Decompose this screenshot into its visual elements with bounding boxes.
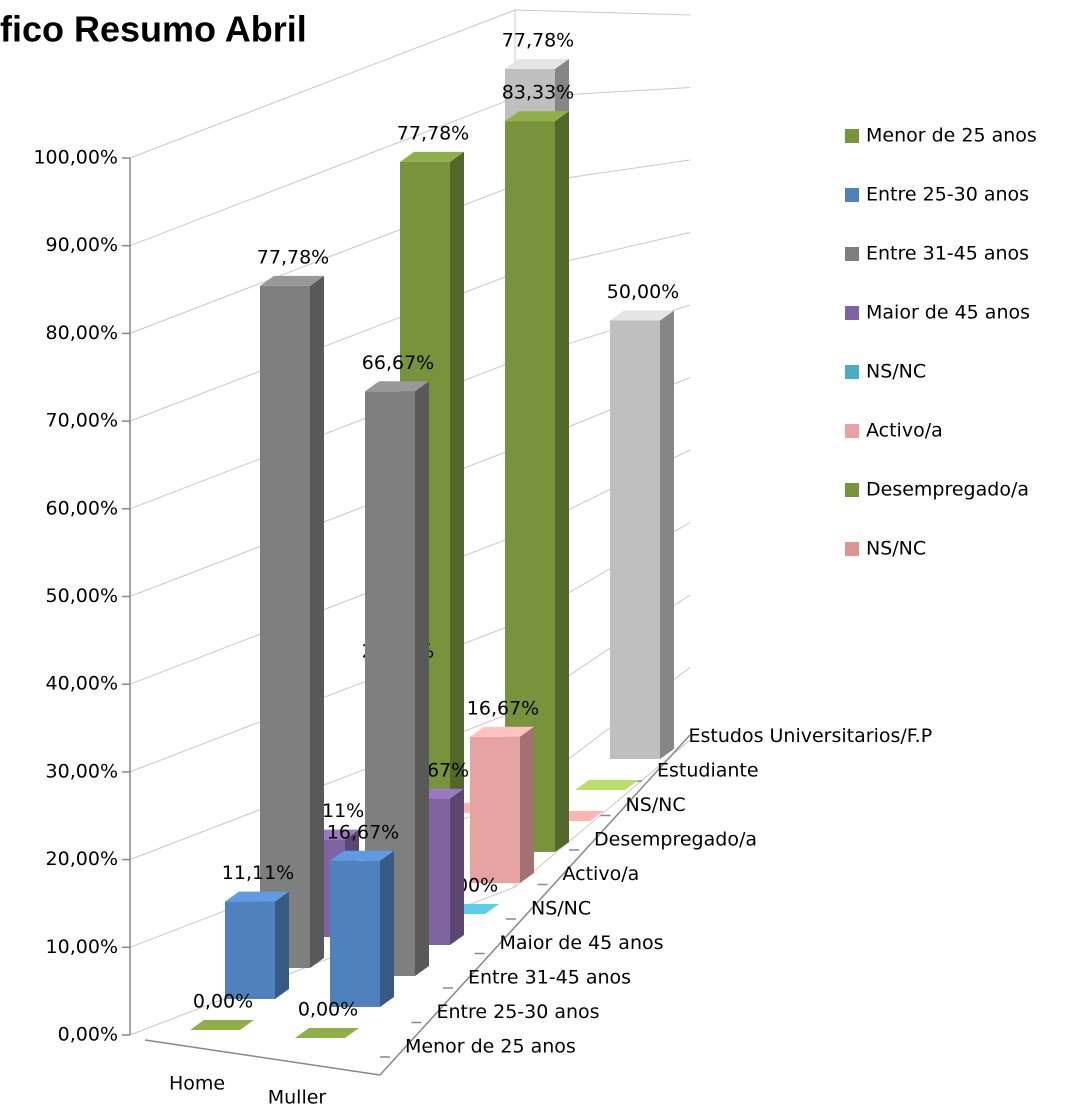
bar xyxy=(610,310,674,759)
legend-label: NS/NC xyxy=(866,361,926,383)
legend-swatch xyxy=(845,424,859,438)
legend-label: NS/NC xyxy=(866,538,926,560)
legend-swatch xyxy=(845,129,859,143)
bar-front xyxy=(610,320,660,759)
depth-label: Maior de 45 anos xyxy=(500,932,664,954)
legend-swatch xyxy=(845,306,859,320)
bar-top xyxy=(225,891,289,902)
bar-top xyxy=(190,1020,254,1030)
depth-label: Activo/a xyxy=(563,863,640,885)
depth-label: NS/NC xyxy=(626,794,686,816)
bar xyxy=(190,1020,254,1030)
y-tick-label: 70,00% xyxy=(46,410,118,432)
bar-side xyxy=(450,151,464,845)
bar-top xyxy=(330,850,394,861)
value-label: 11,11% xyxy=(222,862,294,884)
bar-top xyxy=(400,151,464,162)
value-label: 16,67% xyxy=(327,821,399,843)
bar-top xyxy=(505,111,569,122)
bar-front xyxy=(225,901,275,999)
depth-label: NS/NC xyxy=(531,898,591,920)
y-tick-label: 90,00% xyxy=(46,234,118,256)
y-tick-label: 20,00% xyxy=(46,848,118,870)
depth-label: Entre 25-30 anos xyxy=(437,1001,600,1023)
legend-swatch xyxy=(845,247,859,261)
y-tick-label: 100,00% xyxy=(33,147,118,169)
legend-swatch xyxy=(845,542,859,556)
legend-swatch xyxy=(845,188,859,202)
bar-side xyxy=(415,381,429,977)
y-tick-label: 10,00% xyxy=(46,936,118,958)
depth-label: Desempregado/a xyxy=(594,829,757,851)
bar-top xyxy=(260,275,324,286)
x-axis xyxy=(144,1039,381,1076)
y-tick-label: 80,00% xyxy=(46,322,118,344)
bar-side xyxy=(660,310,674,759)
legend-label: Menor de 25 anos xyxy=(866,125,1037,147)
bar-side xyxy=(520,726,534,883)
bar-top xyxy=(575,780,639,790)
bar xyxy=(330,850,394,1007)
bar-front xyxy=(470,736,520,883)
legend-label: Activo/a xyxy=(866,420,943,442)
value-label: 77,78% xyxy=(257,246,329,268)
bar-front xyxy=(260,285,310,968)
legend-label: Desempregado/a xyxy=(866,479,1029,501)
bar xyxy=(260,275,324,968)
bar-side xyxy=(555,111,569,852)
bar-top xyxy=(505,58,569,69)
bar xyxy=(225,891,289,999)
bar-top xyxy=(295,1028,359,1038)
y-tick-label: 50,00% xyxy=(46,585,118,607)
bar-top xyxy=(365,381,429,392)
bar-front xyxy=(330,860,380,1007)
legend-swatch xyxy=(845,483,859,497)
legend-label: Maior de 45 anos xyxy=(866,302,1030,324)
y-tick-label: 40,00% xyxy=(46,673,118,695)
y-tick-label: 30,00% xyxy=(46,760,118,782)
x-tick-label: Home xyxy=(169,1073,225,1095)
bar xyxy=(470,726,534,883)
grid-line xyxy=(514,739,691,888)
bar-side xyxy=(310,275,324,968)
legend-label: Entre 31-45 anos xyxy=(866,243,1029,265)
y-tick-label: 0,00% xyxy=(58,1024,118,1046)
chart-title: fico Resumo Abril xyxy=(0,9,307,50)
value-label: 77,78% xyxy=(502,29,574,51)
legend-label: Entre 25-30 anos xyxy=(866,184,1029,206)
depth-label: Menor de 25 anos xyxy=(405,1036,576,1058)
bar xyxy=(575,780,639,790)
grid-line xyxy=(129,9,516,159)
y-tick-label: 60,00% xyxy=(46,497,118,519)
x-tick-label: Muller xyxy=(268,1087,327,1108)
bar-side xyxy=(275,891,289,999)
depth-axis xyxy=(379,734,691,1076)
depth-label: Estudos Universitarios/F.P xyxy=(689,725,933,747)
grid-line xyxy=(129,97,516,247)
value-label: 0,00% xyxy=(298,999,358,1021)
value-label: 77,78% xyxy=(397,122,469,144)
bar-side xyxy=(380,850,394,1007)
value-label: 66,67% xyxy=(362,352,434,374)
depth-label: Entre 31-45 anos xyxy=(468,967,631,989)
bar xyxy=(295,1028,359,1038)
bar-top xyxy=(610,310,674,321)
value-label: 0,00% xyxy=(193,991,253,1013)
legend-swatch xyxy=(845,365,859,379)
value-label: 50,00% xyxy=(607,281,679,303)
value-label: 83,33% xyxy=(502,82,574,104)
value-label: 16,67% xyxy=(467,697,539,719)
grid-line xyxy=(514,9,691,16)
bar-top xyxy=(470,726,534,737)
depth-label: Estudiante xyxy=(657,760,759,782)
bar-side xyxy=(450,788,464,945)
